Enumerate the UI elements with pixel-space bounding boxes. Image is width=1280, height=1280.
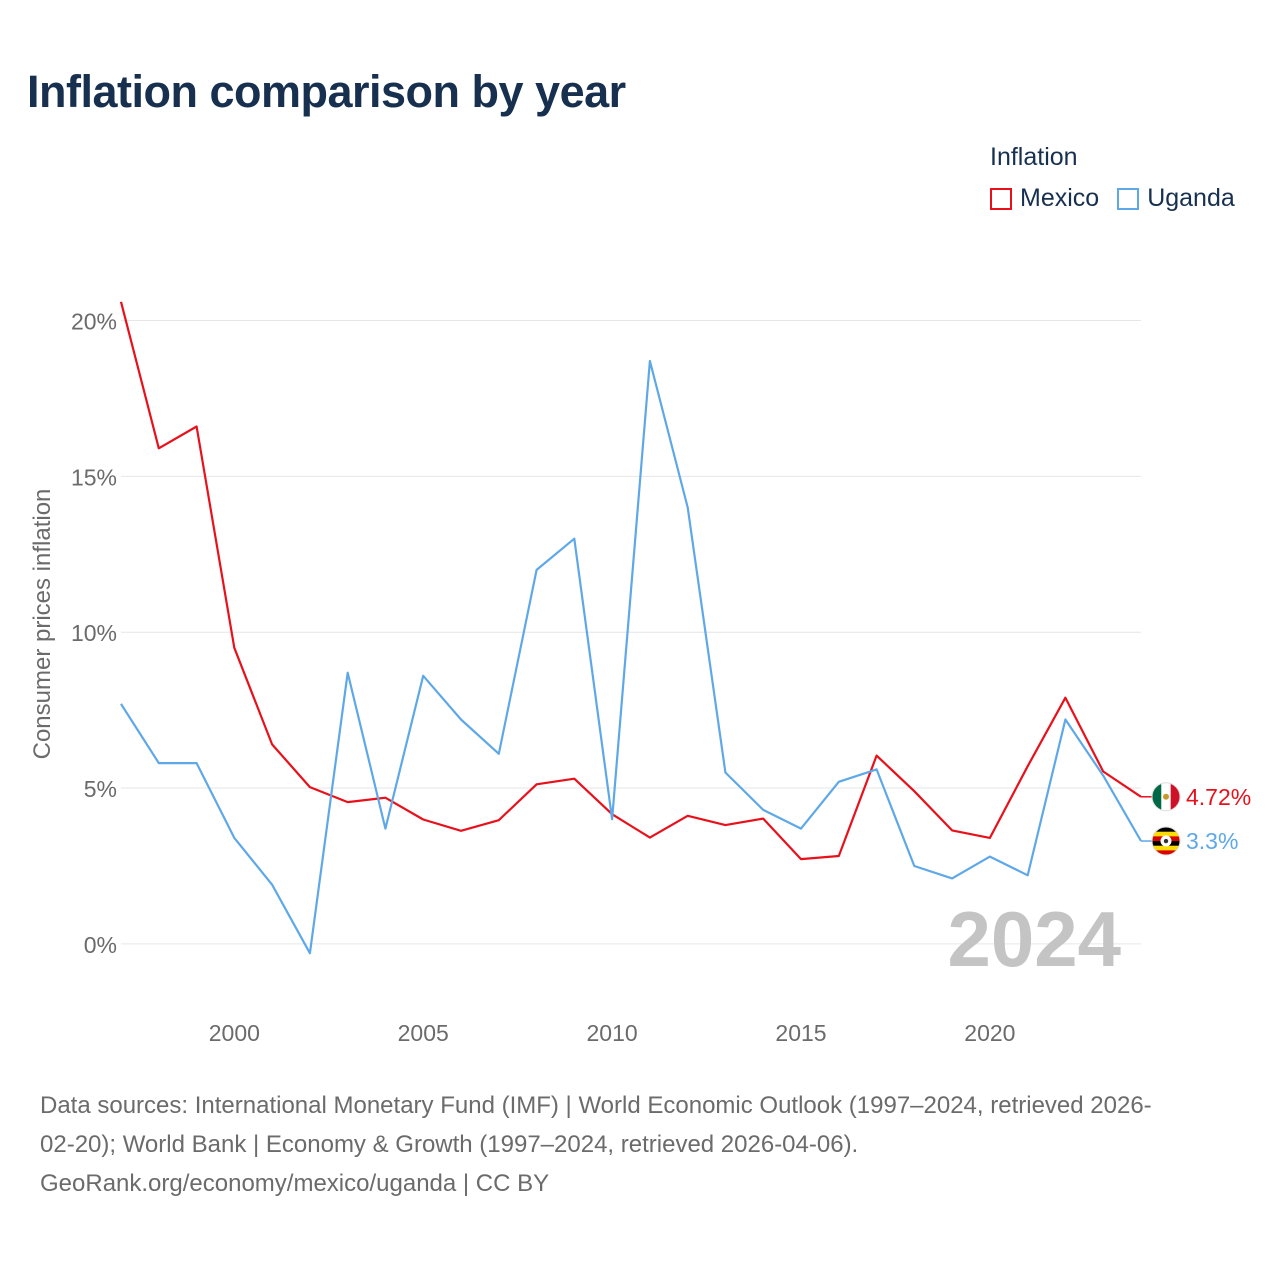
- legend-item-mexico[interactable]: Mexico: [990, 184, 1099, 213]
- footer-credit[interactable]: GeoRank.org/economy/mexico/uganda | CC B…: [40, 1170, 550, 1197]
- legend-label-mexico: Mexico: [1020, 184, 1100, 212]
- footer-sources-line-1: Data sources: International Monetary Fun…: [40, 1092, 1152, 1119]
- x-tick-label: 2005: [398, 1020, 449, 1046]
- mexico-flag-icon: [1151, 782, 1181, 812]
- y-tick-label: 0%: [84, 932, 117, 958]
- legend-swatch-uganda: [1117, 187, 1140, 210]
- legend-label-uganda: Uganda: [1147, 184, 1235, 212]
- y-tick-label: 5%: [84, 776, 117, 802]
- legend: Inflation Mexico Uganda: [990, 143, 1235, 213]
- year-watermark: 2024: [947, 895, 1121, 983]
- end-value-label-mexico: 4.72%: [1186, 784, 1251, 810]
- x-tick-label: 2010: [587, 1020, 638, 1046]
- y-tick-label: 15%: [71, 464, 117, 490]
- x-tick-label: 2000: [209, 1020, 260, 1046]
- series-line-mexico: [119, 301, 1142, 861]
- end-value-label-uganda: 3.3%: [1186, 828, 1238, 854]
- y-axis-label: Consumer prices inflation: [29, 489, 56, 760]
- footer: Data sources: International Monetary Fun…: [40, 1086, 1250, 1203]
- line-chart: 0% 5% 10% 15% 20% 2000 2005 2010 2015 2020 Consume…: [29, 301, 1251, 1046]
- y-tick-label: 10%: [71, 620, 117, 646]
- legend-item-uganda[interactable]: Uganda: [1117, 184, 1235, 213]
- legend-row: Mexico Uganda: [990, 184, 1235, 213]
- legend-title: Inflation: [990, 143, 1078, 171]
- chart-title: Inflation comparison by year: [27, 66, 626, 117]
- x-tick-label: 2015: [775, 1020, 826, 1046]
- x-tick-label: 2020: [964, 1020, 1015, 1046]
- legend-swatch-mexico: [990, 187, 1012, 210]
- uganda-flag-icon: [1151, 826, 1181, 856]
- y-tick-label: 20%: [71, 309, 117, 335]
- footer-sources-line-2: 02-20); World Bank | Economy & Growth (1…: [40, 1131, 859, 1158]
- series-line-uganda: [120, 359, 1142, 955]
